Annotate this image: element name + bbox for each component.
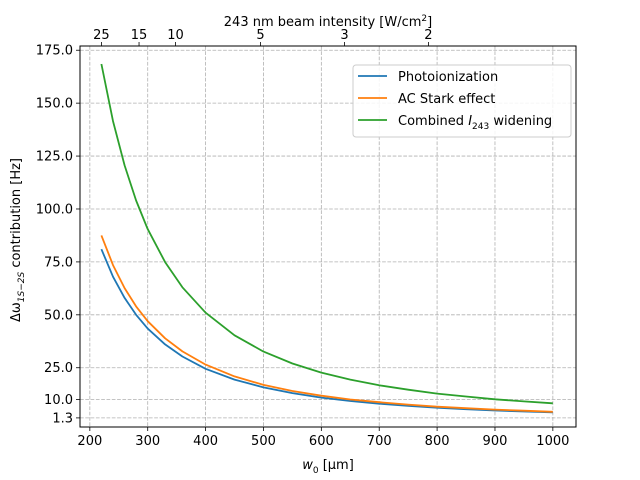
y-tick-label: 25.0 bbox=[44, 361, 73, 376]
x-tick-label: 600 bbox=[309, 434, 334, 449]
legend-combined-prefix: Combined bbox=[398, 114, 468, 129]
y-tick-label: 50.0 bbox=[44, 308, 73, 323]
axis-ticks: 200 300 400 500 600 700 800 900 1000 1.3 10.0 25.0 5… bbox=[36, 28, 570, 449]
x-tick-label: 1000 bbox=[536, 434, 569, 449]
top-tick-label: 2 bbox=[424, 28, 432, 43]
top-axis-label: 243 nm beam intensity [W/cm2] bbox=[224, 14, 432, 30]
x-tick-label: 500 bbox=[251, 434, 276, 449]
series-lines bbox=[100, 63, 553, 414]
x-axis-label-sub: 0 bbox=[313, 466, 319, 476]
top-tick-label: 10 bbox=[167, 28, 184, 43]
top-tick-label: 15 bbox=[131, 28, 148, 43]
legend-combined-italic: I bbox=[468, 114, 472, 129]
top-axis-label-prefix: 243 nm beam intensity [W/cm bbox=[224, 15, 422, 30]
legend-combined-suffix: widening bbox=[489, 114, 552, 129]
legend: Photoionization AC Stark effect Combined… bbox=[352, 64, 572, 138]
y-tick-label: 1.3 bbox=[52, 411, 73, 426]
legend-label-photoionization: Photoionization bbox=[398, 70, 498, 85]
top-tick-label: 25 bbox=[93, 28, 110, 43]
x-axis-label-prefix: w bbox=[302, 458, 313, 473]
y-axis-label-prefix: Δω bbox=[9, 302, 24, 322]
y-axis-label: Δω1S−2S contribution [Hz] bbox=[9, 158, 27, 322]
top-axis-label-suffix: ] bbox=[427, 15, 432, 30]
y-axis-label-sub: 1S−2S bbox=[17, 272, 27, 303]
x-tick-label: 300 bbox=[135, 434, 160, 449]
legend-combined-sub: 243 bbox=[472, 122, 489, 132]
legend-label-ac-stark: AC Stark effect bbox=[398, 92, 495, 107]
plot-frame bbox=[79, 45, 577, 428]
y-tick-label: 10.0 bbox=[44, 393, 73, 408]
legend-box bbox=[352, 64, 572, 138]
series-line-0 bbox=[100, 248, 553, 414]
x-tick-label: 400 bbox=[193, 434, 218, 449]
y-axis-label-suffix: contribution [Hz] bbox=[9, 158, 24, 272]
series-line-2 bbox=[100, 63, 553, 405]
grid-lines bbox=[80, 46, 576, 427]
y-tick-label: 125.0 bbox=[36, 150, 73, 165]
y-tick-label: 100.0 bbox=[36, 202, 73, 217]
top-axis-label-sup: 2 bbox=[421, 14, 427, 24]
series-line-1 bbox=[100, 235, 553, 413]
x-axis-label-suffix: [μm] bbox=[319, 458, 354, 473]
x-tick-label: 800 bbox=[425, 434, 450, 449]
legend-label-combined: Combined I243 widening bbox=[398, 114, 552, 132]
top-tick-label: 3 bbox=[340, 28, 348, 43]
x-axis-label: w0 [μm] bbox=[302, 458, 354, 476]
y-tick-label: 75.0 bbox=[44, 255, 73, 270]
x-tick-label: 700 bbox=[367, 434, 392, 449]
y-tick-label: 150.0 bbox=[36, 97, 73, 112]
top-tick-label: 5 bbox=[256, 28, 264, 43]
x-tick-label: 200 bbox=[77, 434, 102, 449]
x-tick-label: 900 bbox=[483, 434, 508, 449]
y-tick-label: 175.0 bbox=[36, 44, 73, 59]
